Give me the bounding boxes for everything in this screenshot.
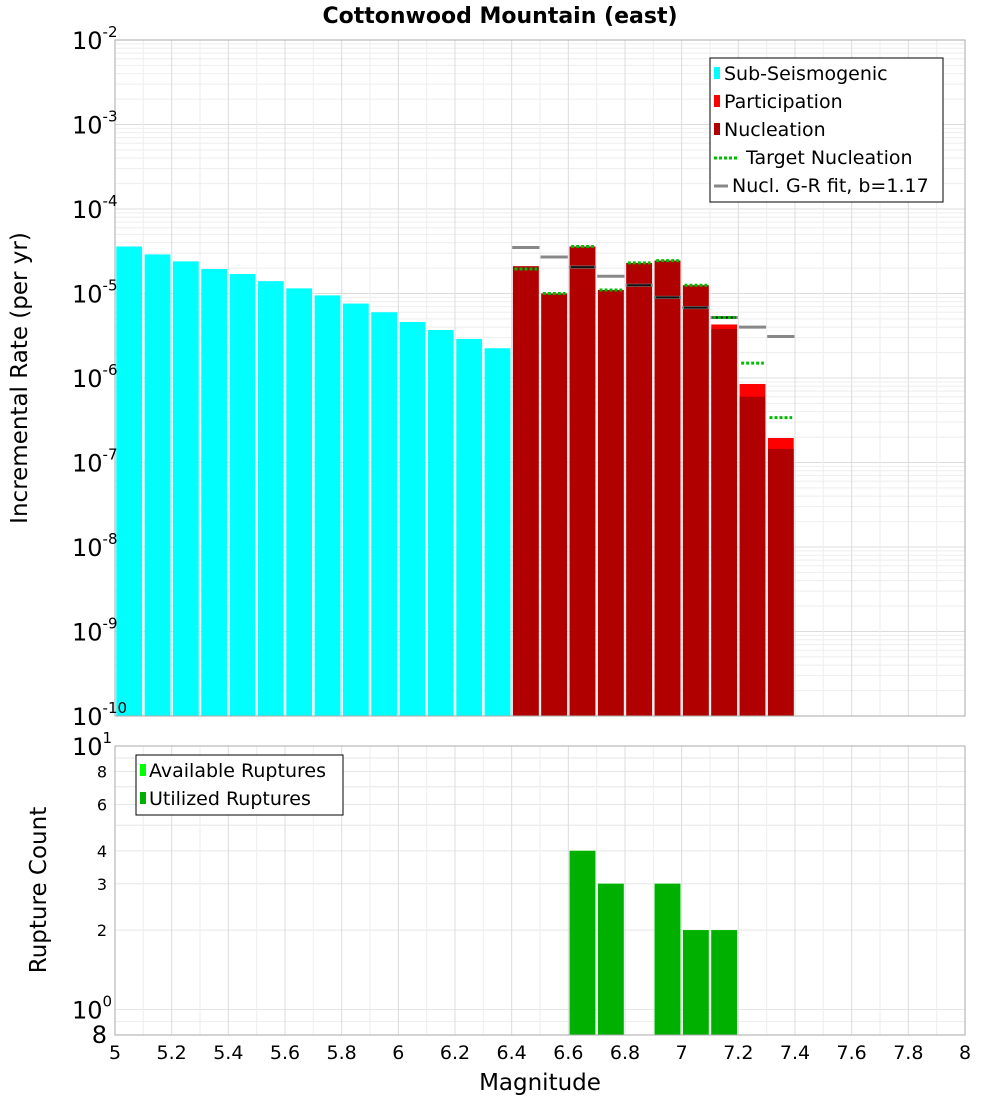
rate-y-tick-label: 10-3: [72, 108, 118, 140]
legend-swatch: [140, 764, 146, 776]
legend-label: Nucl. G-R fit, b=1.17: [732, 175, 929, 197]
count-y-tick-label: 100: [72, 992, 112, 1024]
rate-legend: Sub-Seismogenic Participation Nucleation Ta…: [709, 57, 944, 203]
x-tick-label: 6.2: [440, 1042, 470, 1064]
x-tick-label: 6: [392, 1042, 404, 1064]
nucleation-bar: [597, 290, 624, 716]
count-bars: [569, 850, 738, 1035]
nucleation-bar: [654, 260, 681, 716]
x-tick-label: 7.6: [837, 1042, 867, 1064]
legend-label: Participation: [724, 91, 843, 113]
rate-y-tick-label: 10-7: [72, 446, 118, 478]
nucleation-bar: [512, 266, 539, 716]
x-tick-label: 7.2: [723, 1042, 753, 1064]
sub-seismogenic-bar: [229, 274, 256, 716]
count-legend: Available Ruptures Utilized Ruptures: [135, 754, 344, 816]
sub-seismogenic-bar: [371, 312, 398, 716]
legend-label: Nucleation: [724, 119, 826, 141]
x-tick-label: 6.4: [497, 1042, 527, 1064]
nucleation-bar: [569, 246, 596, 716]
nucleation-bar: [711, 329, 738, 716]
rate-y-tick-label: 10-10: [72, 699, 127, 731]
count-y-minor-tick-label: 2: [97, 921, 107, 940]
count-legend-box: [135, 754, 344, 816]
x-tick-label: 5: [109, 1042, 121, 1064]
legend-swatch: [714, 95, 720, 107]
nucleation-bar: [626, 262, 653, 716]
sub-seismogenic-bar: [456, 338, 483, 716]
count-y-minor-tick-label: 8: [97, 763, 107, 782]
legend-label: Available Ruptures: [149, 760, 326, 782]
count-y-minor-tick-label: 3: [97, 875, 107, 894]
legend-label: Target Nucleation: [745, 147, 913, 169]
rate-y-tick-label: 10-9: [72, 615, 118, 647]
target-nucleation-series: [514, 244, 793, 420]
rate-y-tick-label: 10-2: [72, 23, 118, 55]
legend-label: Sub-Seismogenic: [724, 63, 888, 85]
nucleation-bar: [767, 448, 794, 716]
sub-seismogenic-bar: [286, 288, 313, 716]
utilized-ruptures-bar: [597, 883, 624, 1035]
x-tick-label: 7.8: [893, 1042, 923, 1064]
y-axis-label-rate: Incremental Rate (per yr): [7, 232, 33, 524]
sub-seismogenic-bar: [257, 281, 284, 716]
chart-title: Cottonwood Mountain (east): [322, 4, 677, 29]
black-marker-series: [570, 266, 737, 319]
rate-plot: 10-2 10-3 10-4 10-5 10-6 10-7 10-8 10-9 10-10 Sub…: [72, 23, 966, 731]
x-tick-label: 7: [676, 1042, 688, 1064]
count-plot-frame: [114, 745, 966, 1036]
x-tick-label: 5.8: [327, 1042, 357, 1064]
rate-plot-frame: [114, 39, 966, 717]
utilized-ruptures-bar: [711, 930, 738, 1035]
sub-seismogenic-bar: [201, 268, 228, 716]
sub-seismogenic-bar: [314, 295, 341, 716]
x-tick-label: 6.6: [553, 1042, 583, 1064]
nucleation-bar: [682, 285, 709, 716]
sub-seismogenic-bar: [172, 261, 199, 716]
x-tick-label: 6.8: [610, 1042, 640, 1064]
x-axis-label: Magnitude: [479, 1070, 601, 1096]
x-tick-label: 8: [959, 1042, 971, 1064]
rate-y-tick-label: 10-8: [72, 530, 118, 562]
utilized-ruptures-bar: [654, 883, 681, 1035]
sub-seismogenic-bar: [484, 348, 511, 716]
count-y-minor-tick-label: 8: [92, 1021, 107, 1049]
count-y-minor-tick-label: 6: [97, 795, 107, 814]
sub-seismogenic-bar: [342, 303, 369, 716]
utilized-ruptures-bar: [682, 930, 709, 1035]
count-gridlines: [114, 746, 966, 1035]
x-tick-label: 5.4: [213, 1042, 243, 1064]
legend-swatch: [714, 67, 720, 79]
rate-legend-box: [709, 57, 944, 203]
x-tick-label: 5.2: [157, 1042, 187, 1064]
x-ticks: 5 5.2 5.4 5.6 5.8 6 6.2 6.4 6.6 6.8 7 7.2 7.4 7.6 7.8 8: [109, 1042, 971, 1064]
rate-bars: [116, 246, 794, 716]
rate-y-tick-label: 10-5: [72, 277, 118, 309]
count-y-tick-label: 101: [72, 729, 112, 761]
y-axis-label-count: Rupture Count: [26, 807, 52, 973]
nucleation-bar: [541, 293, 568, 716]
rate-y-tick-label: 10-6: [72, 361, 118, 393]
count-y-minor-tick-label: 4: [97, 842, 107, 861]
sub-seismogenic-bar: [144, 254, 171, 716]
x-tick-label: 5.6: [270, 1042, 300, 1064]
sub-seismogenic-bar: [116, 246, 143, 716]
sub-seismogenic-bar: [399, 321, 426, 716]
legend-swatch: [140, 792, 146, 804]
rate-y-ticks: 10-2 10-3 10-4 10-5 10-6 10-7 10-8 10-9 10-10: [72, 23, 127, 731]
x-tick-label: 7.4: [780, 1042, 810, 1064]
rate-y-tick-label: 10-4: [72, 192, 118, 224]
legend-swatch: [714, 123, 720, 135]
sub-seismogenic-bar: [427, 329, 454, 716]
legend-label: Utilized Ruptures: [149, 788, 311, 810]
nucleation-bar: [739, 396, 766, 716]
utilized-ruptures-bar: [569, 850, 596, 1035]
